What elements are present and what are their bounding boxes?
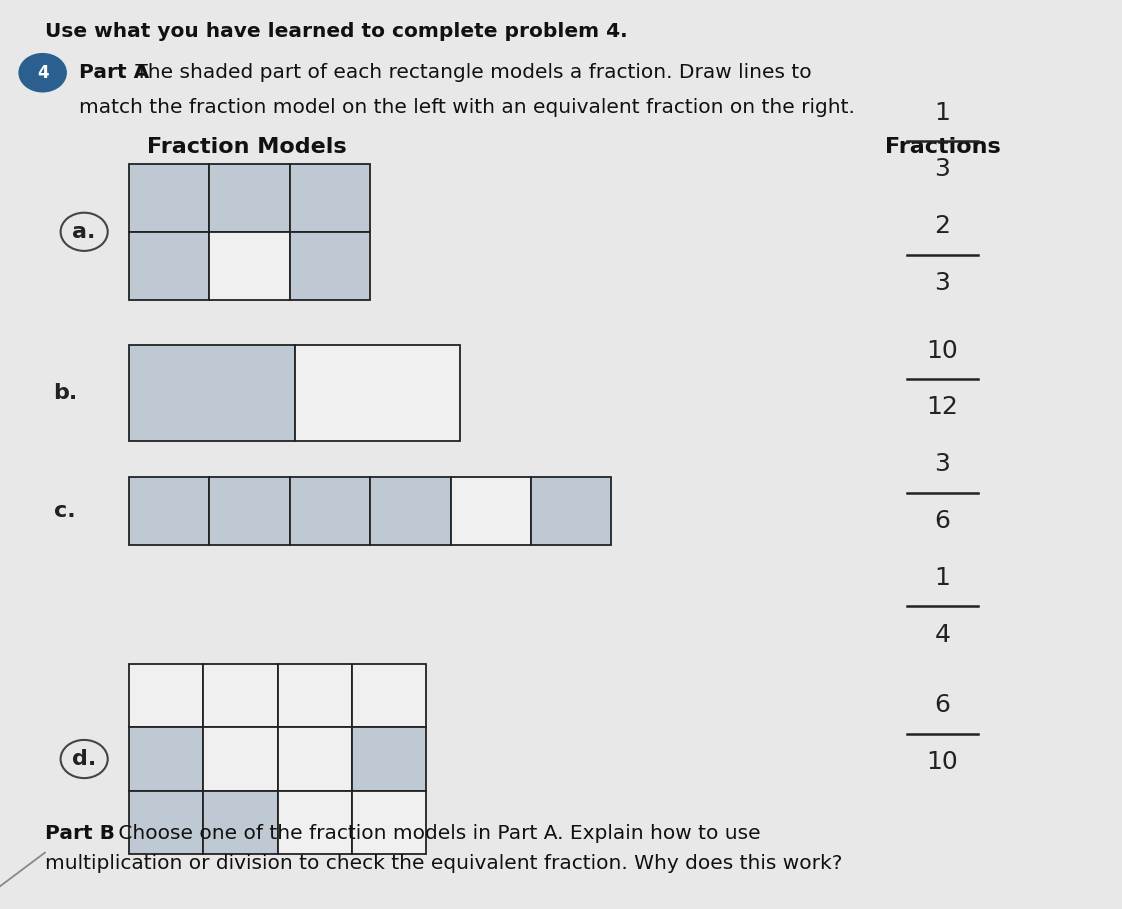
Bar (129, 727, 203, 791)
Bar (203, 727, 278, 791)
Text: 3: 3 (935, 453, 950, 476)
Bar (129, 232, 210, 300)
Text: Use what you have learned to complete problem 4.: Use what you have learned to complete pr… (45, 23, 627, 41)
Text: c.: c. (54, 501, 76, 522)
Bar (352, 727, 426, 791)
Text: 10: 10 (927, 339, 958, 363)
Bar (277, 791, 352, 854)
Text: multiplication or division to check the equivalent fraction. Why does this work?: multiplication or division to check the … (45, 854, 843, 873)
Bar (129, 345, 294, 441)
Text: b.: b. (53, 383, 77, 404)
Text: Part A: Part A (79, 64, 149, 82)
Bar (129, 164, 210, 232)
Text: Choose one of the fraction models in Part A. Explain how to use: Choose one of the fraction models in Par… (112, 824, 761, 843)
Bar (289, 232, 370, 300)
Text: The shaded part of each rectangle models a fraction. Draw lines to: The shaded part of each rectangle models… (129, 64, 811, 82)
Text: Fraction Models: Fraction Models (147, 137, 347, 157)
Bar (210, 232, 289, 300)
Bar (210, 477, 289, 545)
Text: 6: 6 (935, 694, 950, 717)
Bar (129, 477, 210, 545)
Circle shape (19, 54, 66, 92)
Bar (277, 664, 352, 727)
Bar (451, 477, 531, 545)
Bar (289, 164, 370, 232)
Text: match the fraction model on the left with an equivalent fraction on the right.: match the fraction model on the left wit… (79, 98, 855, 116)
Text: 10: 10 (927, 750, 958, 774)
Bar (531, 477, 611, 545)
Text: Part B: Part B (45, 824, 114, 843)
Text: 6: 6 (935, 509, 950, 533)
Bar (129, 664, 203, 727)
Text: 2: 2 (935, 215, 950, 238)
Bar (203, 791, 278, 854)
Bar (289, 477, 370, 545)
Text: a.: a. (73, 222, 95, 242)
Bar (210, 164, 289, 232)
Text: 1: 1 (935, 566, 950, 590)
Text: Fractions: Fractions (884, 137, 1001, 157)
Bar (203, 664, 278, 727)
Bar (294, 345, 460, 441)
Text: 3: 3 (935, 271, 950, 295)
Bar (352, 791, 426, 854)
Bar (352, 664, 426, 727)
Text: 1: 1 (935, 101, 950, 125)
Text: 4: 4 (935, 623, 950, 646)
Bar (129, 791, 203, 854)
Text: d.: d. (72, 749, 96, 769)
Bar (370, 477, 451, 545)
Text: 4: 4 (37, 64, 48, 82)
Text: 3: 3 (935, 157, 950, 181)
Bar (277, 727, 352, 791)
Text: 12: 12 (927, 395, 958, 419)
